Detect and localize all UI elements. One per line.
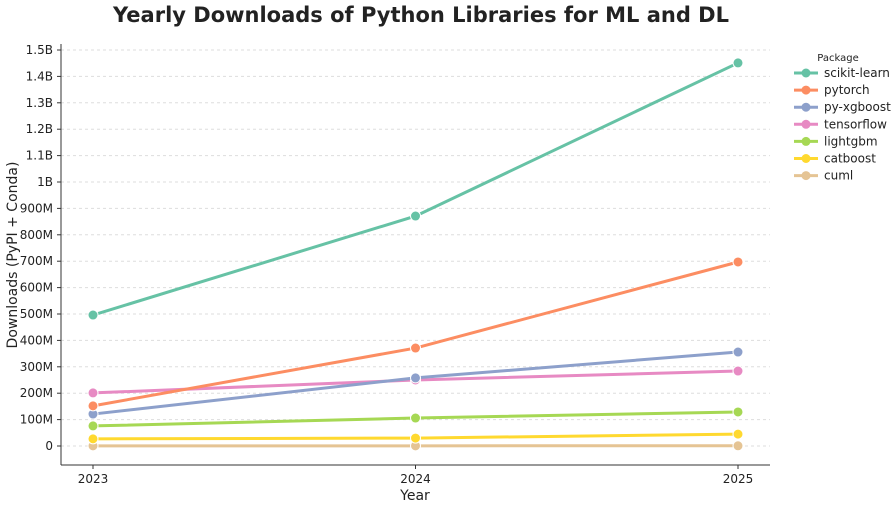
- legend-label: tensorflow: [824, 117, 887, 131]
- y-tick-label: 1.1B: [26, 149, 53, 163]
- y-tick-label: 500M: [20, 307, 53, 321]
- y-tick-label: 400M: [20, 333, 53, 347]
- legend-marker: [802, 103, 811, 112]
- y-tick-label: 300M: [20, 360, 53, 374]
- data-point-py-xgboost: [733, 347, 743, 357]
- y-axis-label: Downloads (PyPI + Conda): [5, 162, 21, 349]
- data-point-pytorch: [411, 343, 421, 353]
- data-point-pytorch: [733, 257, 743, 267]
- legend-marker: [802, 154, 811, 163]
- y-tick-label: 600M: [20, 281, 53, 295]
- y-tick-label: 800M: [20, 228, 53, 242]
- legend-label: cuml: [824, 169, 853, 183]
- legend-marker: [802, 137, 811, 146]
- series-line-scikit-learn: [93, 63, 738, 315]
- x-axis-label: Year: [399, 488, 430, 504]
- y-tick-label: 1.5B: [26, 43, 53, 57]
- y-tick-label: 1.3B: [26, 96, 53, 110]
- legend-label: scikit-learn: [824, 66, 890, 80]
- legend-marker: [802, 86, 811, 95]
- legend-label: lightgbm: [824, 134, 878, 148]
- chart-title: Yearly Downloads of Python Libraries for…: [112, 3, 729, 27]
- data-point-scikit-learn: [411, 211, 421, 221]
- legend-label: py-xgboost: [824, 100, 891, 114]
- data-point-scikit-learn: [88, 310, 98, 320]
- y-tick-label: 1B: [37, 175, 53, 189]
- legend-marker: [802, 69, 811, 78]
- y-tick-label: 200M: [20, 386, 53, 400]
- data-point-lightgbm: [411, 413, 421, 423]
- data-point-lightgbm: [88, 421, 98, 431]
- y-tick-label: 1.2B: [26, 122, 53, 136]
- data-point-catboost: [733, 429, 743, 439]
- x-tick-label: 2023: [78, 472, 109, 486]
- y-tick-label: 900M: [20, 201, 53, 215]
- data-point-pytorch: [88, 401, 98, 411]
- data-point-lightgbm: [733, 407, 743, 417]
- data-point-catboost: [88, 434, 98, 444]
- legend-title: Package: [817, 53, 858, 64]
- legend-marker: [802, 120, 811, 129]
- y-tick-label: 0: [45, 439, 53, 453]
- legend-label: pytorch: [824, 83, 870, 97]
- y-tick-label: 700M: [20, 254, 53, 268]
- data-point-tensorflow: [733, 366, 743, 376]
- data-point-catboost: [411, 433, 421, 443]
- y-tick-label: 1.4B: [26, 69, 53, 83]
- data-point-py-xgboost: [411, 373, 421, 383]
- x-tick-label: 2025: [723, 472, 754, 486]
- data-point-scikit-learn: [733, 58, 743, 68]
- x-tick-label: 2024: [400, 472, 431, 486]
- legend-label: catboost: [824, 152, 876, 166]
- legend-marker: [802, 171, 811, 180]
- y-tick-label: 100M: [20, 413, 53, 427]
- data-point-cuml: [733, 441, 743, 451]
- data-point-tensorflow: [88, 388, 98, 398]
